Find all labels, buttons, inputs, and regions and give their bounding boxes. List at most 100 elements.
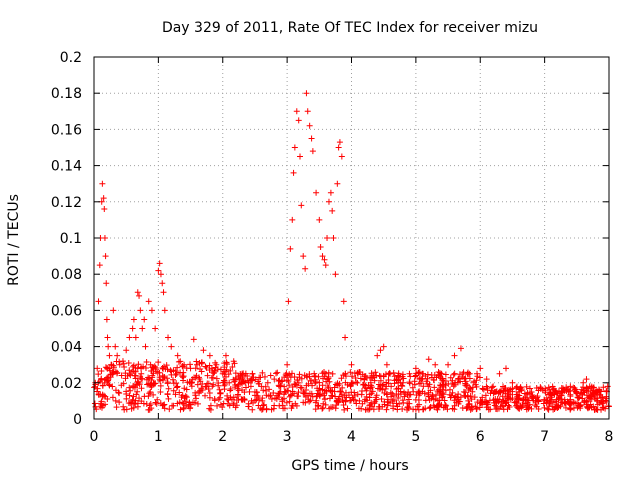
- baseline-point: [154, 396, 161, 403]
- data-point: [354, 370, 361, 377]
- data-point: [541, 397, 548, 404]
- baseline-point: [210, 370, 217, 377]
- data-points: [92, 90, 611, 404]
- data-point: [303, 90, 310, 97]
- baseline-point: [188, 383, 195, 390]
- baseline-point: [147, 361, 154, 368]
- data-point: [304, 108, 311, 115]
- baseline-point: [138, 370, 145, 377]
- baseline-point: [245, 403, 252, 410]
- baseline-point: [216, 394, 223, 401]
- baseline-point: [476, 374, 483, 381]
- y-tick-label: 0.08: [51, 267, 82, 283]
- baseline-point: [266, 386, 273, 393]
- data-point: [174, 352, 181, 359]
- data-point: [313, 189, 320, 196]
- baseline-point: [442, 371, 449, 378]
- baseline-point: [493, 403, 500, 410]
- baseline-point: [170, 387, 177, 394]
- data-point: [445, 361, 452, 368]
- data-point: [316, 216, 323, 223]
- baseline-point: [525, 405, 532, 412]
- baseline-point: [366, 394, 373, 401]
- baseline-point: [116, 358, 123, 365]
- baseline-point: [334, 380, 341, 387]
- data-point: [165, 334, 172, 341]
- baseline-point: [102, 393, 109, 400]
- data-point: [285, 298, 292, 305]
- data-point: [129, 325, 136, 332]
- data-point: [101, 235, 108, 241]
- baseline-point: [256, 374, 263, 381]
- baseline-point: [116, 399, 123, 406]
- baseline-point: [484, 387, 491, 394]
- data-point: [432, 361, 439, 368]
- baseline-point: [370, 406, 377, 413]
- baseline-point: [499, 393, 506, 400]
- data-point: [567, 383, 574, 390]
- x-tick-label: 0: [90, 429, 99, 445]
- baseline-point: [193, 358, 200, 365]
- baseline-point: [524, 399, 531, 406]
- data-point: [291, 144, 298, 151]
- baseline-point: [600, 384, 607, 391]
- data-point: [99, 180, 106, 187]
- baseline-point: [271, 402, 278, 409]
- baseline-point: [215, 396, 222, 403]
- baseline-point: [476, 404, 483, 411]
- baseline-point: [265, 393, 272, 400]
- baseline-point: [583, 401, 590, 408]
- baseline-point: [128, 400, 135, 407]
- baseline-point: [260, 401, 267, 408]
- baseline-point: [587, 394, 594, 401]
- baseline-point: [309, 393, 316, 400]
- data-point: [573, 390, 580, 397]
- baseline-point: [152, 364, 159, 371]
- data-point: [103, 280, 110, 287]
- baseline-point: [328, 404, 335, 411]
- data-point: [258, 383, 265, 390]
- data-point: [137, 307, 144, 314]
- data-point: [387, 370, 394, 377]
- baseline-point: [283, 370, 290, 377]
- baseline-point: [109, 394, 116, 401]
- baseline-point: [283, 399, 290, 406]
- baseline-point: [180, 373, 187, 380]
- baseline-point: [231, 360, 238, 367]
- baseline-point: [98, 376, 105, 383]
- baseline-point: [276, 402, 283, 409]
- baseline-point: [464, 392, 471, 399]
- baseline-point: [180, 377, 187, 384]
- baseline-point: [555, 396, 562, 403]
- baseline-point: [98, 398, 105, 405]
- baseline-point: [482, 392, 489, 399]
- data-point: [300, 253, 307, 260]
- data-point: [338, 153, 345, 160]
- baseline-point: [134, 400, 141, 407]
- baseline-point: [474, 370, 481, 377]
- baseline-point: [249, 406, 256, 413]
- baseline-point: [554, 402, 561, 409]
- baseline-point: [173, 380, 180, 387]
- data-point: [290, 169, 297, 176]
- baseline-point: [509, 385, 516, 392]
- data-point: [560, 387, 567, 394]
- baseline-point: [183, 402, 190, 409]
- baseline-point: [387, 400, 394, 407]
- baseline-point: [300, 399, 307, 406]
- baseline-point: [138, 398, 145, 405]
- baseline-noise-marks: [91, 358, 612, 413]
- baseline-point: [235, 387, 242, 394]
- baseline-point: [202, 363, 209, 370]
- data-point: [319, 253, 326, 260]
- baseline-point: [545, 406, 552, 413]
- baseline-point: [442, 404, 449, 411]
- y-tick-label: 0.16: [51, 122, 82, 138]
- y-tick-label: 0.1: [60, 231, 82, 247]
- y-tick-labels: 0 0.02 0.04 0.06 0.08 0.1 0.12 0.14 0.16 0.18 0.2: [51, 50, 82, 428]
- baseline-point: [455, 376, 462, 383]
- baseline-point: [312, 406, 319, 413]
- baseline-point: [120, 403, 127, 410]
- data-point: [586, 383, 593, 390]
- baseline-point: [522, 400, 529, 407]
